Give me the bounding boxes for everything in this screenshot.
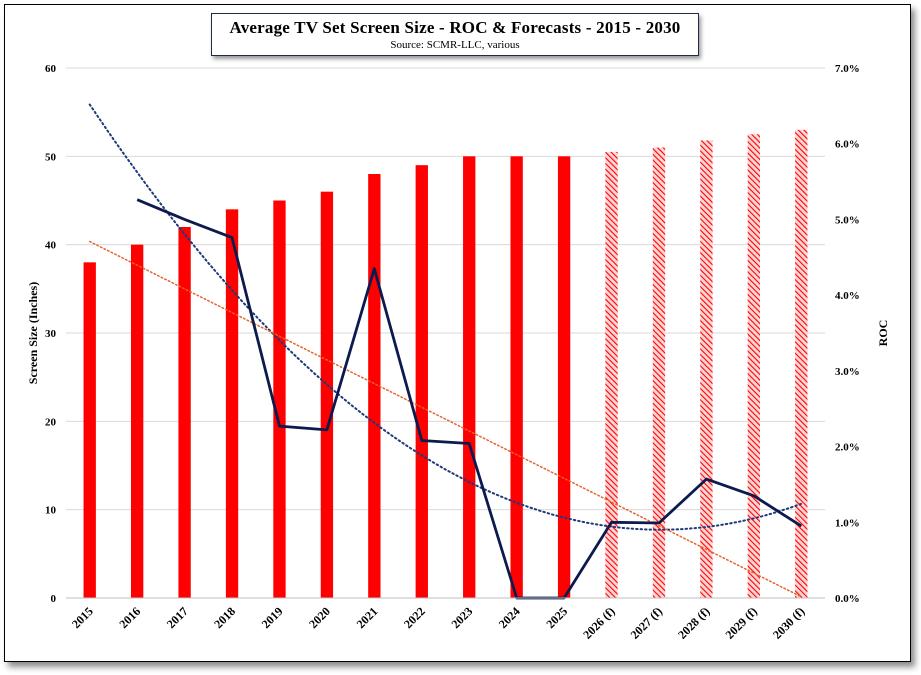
y2-tick-label: 1.0% <box>835 517 860 529</box>
y-tick-label: 30 <box>45 328 57 340</box>
x-tick-label: 2023 <box>448 604 475 631</box>
bar-series <box>83 129 808 599</box>
y2-tick-label: 0.0% <box>835 593 860 605</box>
roc-series <box>136 198 803 600</box>
y-tick-label: 40 <box>45 240 57 252</box>
y2-tick-label: 7.0% <box>835 63 860 75</box>
y2-tick-label: 6.0% <box>835 139 860 151</box>
y2-axis-title: ROC <box>876 320 890 347</box>
x-tick-label: 2016 <box>116 604 143 631</box>
x-tick-label: 2029 (f) <box>722 604 759 641</box>
forecast-bar <box>652 147 666 598</box>
y2-tick-label: 2.0% <box>835 442 860 454</box>
x-tick-label: 2030 (f) <box>770 604 807 641</box>
bar <box>510 156 523 599</box>
y2-tick-label: 3.0% <box>835 366 860 378</box>
forecast-bar <box>747 134 761 598</box>
x-tick-label: 2021 <box>354 604 381 631</box>
x-tick-label: 2022 <box>401 604 428 631</box>
y-tick-label: 0 <box>51 593 57 605</box>
x-tick-label: 2017 <box>164 604 191 631</box>
chart-subtitle: Source: SCMR-LLC, various <box>390 39 520 51</box>
x-tick-label: 2024 <box>496 604 523 631</box>
axes: 0 10 20 30 40 50 60 0.0% 1.0% 2.0% 3.0% 4.0% 5.0% 6.0… <box>45 63 860 642</box>
y-tick-label: 50 <box>45 151 57 163</box>
bar <box>178 227 191 598</box>
chart-title: Average TV Set Screen Size - ROC & Forec… <box>229 18 681 37</box>
bar <box>415 165 428 598</box>
bar <box>368 174 381 598</box>
y-axis-title: Screen Size (Inches) <box>26 282 40 384</box>
bar <box>557 156 571 599</box>
bar <box>320 191 334 598</box>
forecast-bar <box>700 140 713 598</box>
bar <box>225 209 239 599</box>
y-tick-label: 10 <box>45 505 57 517</box>
bar <box>273 200 286 598</box>
bar <box>463 156 476 599</box>
chart-title-box: Average TV Set Screen Size - ROC & Forec… <box>211 13 699 56</box>
roc-trendline <box>88 103 803 531</box>
forecast-bar <box>605 151 618 598</box>
x-tick-label: 2020 <box>306 604 333 631</box>
x-tick-label: 2026 (f) <box>580 604 617 641</box>
size-trendline <box>88 240 803 598</box>
x-tick-label: 2028 (f) <box>675 604 712 641</box>
x-tick-label: 2015 <box>69 604 96 631</box>
bar <box>83 262 96 598</box>
trendlines <box>88 103 803 598</box>
y-tick-label: 20 <box>45 416 57 428</box>
y2-tick-label: 4.0% <box>835 290 860 302</box>
x-tick-label: 2025 <box>543 604 570 631</box>
x-tick-label: 2018 <box>211 604 238 631</box>
y2-tick-label: 5.0% <box>835 214 860 226</box>
x-tick-label: 2019 <box>259 604 286 631</box>
forecast-bar <box>795 129 808 599</box>
y-tick-label: 60 <box>45 63 57 75</box>
x-tick-label: 2027 (f) <box>628 604 665 641</box>
bar <box>130 244 144 598</box>
